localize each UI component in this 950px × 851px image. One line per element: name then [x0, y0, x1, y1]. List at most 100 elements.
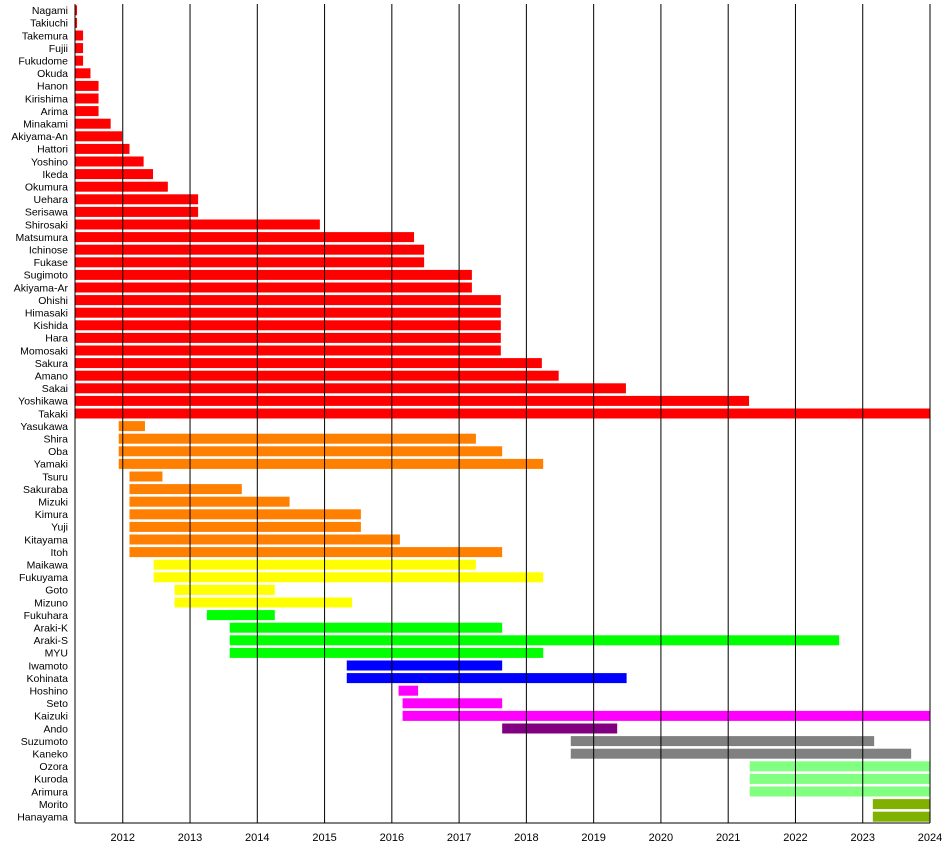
row-label: Takiuchi [30, 18, 68, 30]
bar-ichinose [75, 244, 425, 255]
bar-arimura [749, 786, 930, 797]
row-label: Araki-S [34, 635, 68, 647]
x-tick-label: 2023 [850, 832, 874, 844]
row-label: Hoshino [29, 686, 68, 698]
bar-yamaki [118, 458, 544, 469]
bar-kohinata [346, 673, 627, 684]
row-label: Sakai [42, 383, 68, 395]
row-label: Iwamoto [28, 660, 68, 672]
row-label: Kaizuki [34, 711, 68, 723]
row-label: Nagami [32, 5, 68, 17]
bar-okumura [75, 181, 168, 192]
row-label: Ando [43, 723, 68, 735]
bar-uehara [75, 194, 199, 205]
row-label: Okuda [37, 68, 68, 80]
row-label: Ichinose [29, 245, 68, 257]
x-tick-label: 2015 [312, 832, 336, 844]
bar-sakai [75, 383, 626, 394]
bar-hanayama [872, 811, 930, 822]
row-label: MYU [45, 648, 68, 660]
row-label: Arima [41, 106, 69, 118]
bar-myu [229, 647, 544, 658]
x-tick-label: 2019 [581, 832, 605, 844]
bar-oba [118, 446, 503, 457]
bar-kitayama [129, 534, 400, 545]
row-label: Kirishima [25, 93, 68, 105]
x-tick-label: 2016 [380, 832, 404, 844]
bar-kimura [129, 509, 361, 520]
row-label: Serisawa [25, 207, 68, 219]
bar-mizuki [129, 496, 290, 507]
bar-arima [75, 106, 99, 117]
row-label: Shira [43, 434, 68, 446]
row-label: Itoh [50, 547, 68, 559]
bar-minakami [75, 118, 111, 129]
row-label: Hanon [37, 81, 68, 93]
row-label: Seto [46, 698, 68, 710]
bar-kirishima [75, 93, 99, 104]
row-label: Yoshino [31, 156, 68, 168]
bar-ando [502, 723, 618, 734]
row-label: Morito [39, 799, 68, 811]
row-label: Fujii [49, 43, 68, 55]
row-label: Goto [45, 585, 68, 597]
bar-hanon [75, 80, 99, 91]
row-label: Mizuno [34, 597, 68, 609]
bar-takiuchi [75, 17, 78, 28]
row-label: Kishida [34, 320, 69, 332]
row-label: Fukudome [18, 56, 68, 68]
row-label: Hanayama [17, 812, 68, 824]
bar-kuroda [749, 773, 930, 784]
bar-mizuno [174, 597, 353, 608]
row-label: Fukase [34, 257, 69, 269]
row-label: Ohishi [38, 295, 68, 307]
bar-hara [75, 332, 501, 343]
row-label: Momosaki [20, 345, 68, 357]
bar-okuda [75, 68, 91, 79]
bar-akiyama-ar [75, 282, 472, 293]
row-label: Kaneko [32, 749, 68, 761]
x-tick-label: 2021 [716, 832, 740, 844]
row-label: Sugimoto [24, 270, 69, 282]
row-label: Takemura [22, 30, 68, 42]
row-label: Yasukawa [20, 421, 68, 433]
row-label: Himasaki [25, 308, 68, 320]
row-label: Fukuyama [19, 572, 68, 584]
bar-akiyama-an [75, 131, 123, 142]
bar-iwamoto [346, 660, 503, 671]
row-label: Minakami [23, 119, 68, 131]
row-label: Ozora [39, 761, 68, 773]
bar-yuji [129, 521, 361, 532]
row-label: Yoshikawa [18, 396, 68, 408]
row-label: Kuroda [34, 774, 68, 786]
x-tick-label: 2020 [649, 832, 673, 844]
row-label: Yuji [51, 522, 68, 534]
bar-momosaki [75, 345, 501, 356]
bar-fukuyama [153, 572, 544, 583]
bar-ozora [749, 761, 930, 772]
bar-araki-k [229, 622, 503, 633]
row-label: Araki-K [34, 623, 68, 635]
bar-seto [402, 698, 503, 709]
bar-sugimoto [75, 269, 472, 280]
row-label: Suzumoto [21, 736, 68, 748]
row-label: Tsuru [42, 471, 68, 483]
x-tick-label: 2022 [783, 832, 807, 844]
bar-sakura [75, 358, 542, 369]
row-label: Sakuraba [23, 484, 68, 496]
row-label: Takaki [38, 408, 68, 420]
bar-hattori [75, 143, 130, 154]
bar-shirosaki [75, 219, 320, 230]
row-label: Kohinata [27, 673, 69, 685]
row-label: Hara [45, 333, 68, 345]
row-label: Mizuki [38, 497, 68, 509]
row-label: Akiyama-Ar [14, 282, 69, 294]
bar-sakuraba [129, 484, 242, 495]
bar-yasukawa [118, 421, 145, 432]
row-label: Sakura [35, 358, 68, 370]
bar-kaizuki [402, 710, 930, 721]
bar-tsuru [129, 471, 163, 482]
row-label: Ikeda [42, 169, 68, 181]
bar-fukuhara [206, 610, 275, 621]
x-tick-label: 2014 [245, 832, 269, 844]
